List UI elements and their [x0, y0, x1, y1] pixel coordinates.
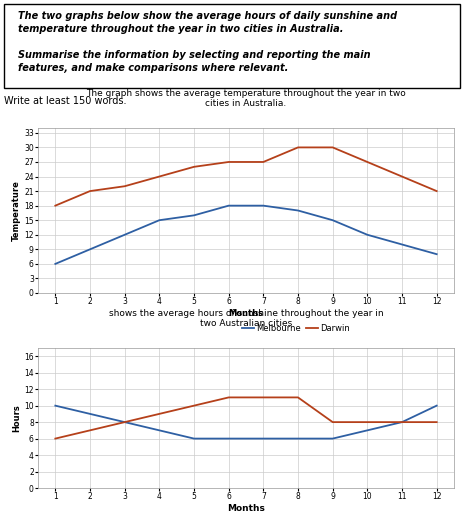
- Y-axis label: Hours: Hours: [13, 404, 21, 432]
- Text: shows the average hours of sunshine throughout the year in
two Australian cities: shows the average hours of sunshine thro…: [109, 309, 384, 328]
- Text: Write at least 150 words.: Write at least 150 words.: [4, 96, 126, 106]
- X-axis label: Months: Months: [227, 504, 265, 512]
- X-axis label: Months: Months: [228, 309, 263, 318]
- Y-axis label: Temperature: Temperature: [12, 180, 21, 241]
- Text: Summarise the information by selecting and reporting the main
features, and make: Summarise the information by selecting a…: [18, 50, 370, 73]
- Legend: Melbourne, Darwin: Melbourne, Darwin: [238, 321, 354, 336]
- Text: The two graphs below show the average hours of daily sunshine and
temperature th: The two graphs below show the average ho…: [18, 11, 397, 34]
- FancyBboxPatch shape: [4, 4, 460, 88]
- Text: The graph shows the average temperature throughout the year in two
cities in Aus: The graph shows the average temperature …: [86, 89, 406, 108]
